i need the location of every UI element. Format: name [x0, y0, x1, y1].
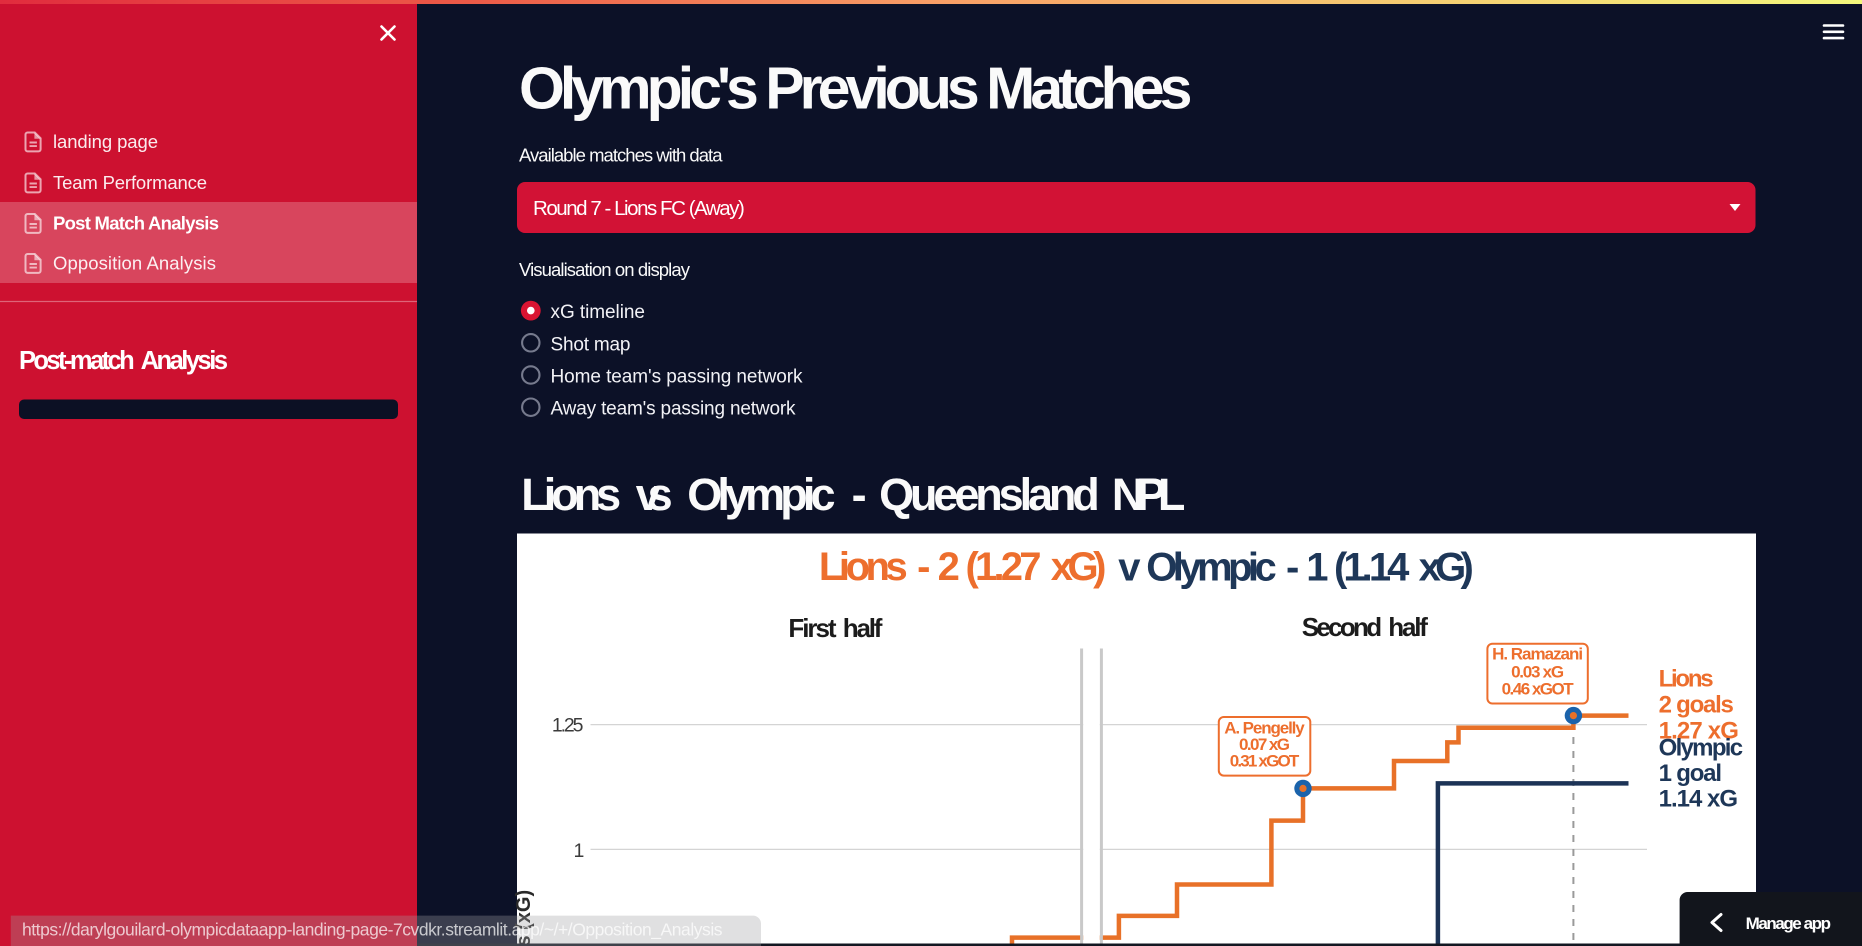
svg-text:Opposition Analysis: Opposition Analysis [53, 253, 216, 274]
svg-text:v: v [1118, 546, 1141, 590]
svg-text:-: - [852, 469, 867, 520]
svg-text:First: First [788, 613, 837, 643]
svg-text:1: 1 [1306, 546, 1328, 590]
svg-text:half: half [843, 613, 883, 643]
svg-text:1.27 xG: 1.27 xG [1659, 718, 1739, 745]
svg-text:0.07 xG: 0.07 xG [1239, 735, 1290, 754]
svg-text:Post-match: Post-match [19, 347, 135, 375]
svg-text:(1.14: (1.14 [1334, 546, 1410, 590]
svg-text:2: 2 [938, 545, 960, 589]
svg-text:https://darylgouilard-olympicd: https://darylgouilard-olympicdataapp-lan… [22, 920, 723, 941]
svg-text:1.25: 1.25 [552, 714, 584, 736]
svg-text:Olympic: Olympic [687, 469, 835, 520]
svg-text:Lions: Lions [521, 469, 621, 520]
svg-text:Analysis: Analysis [141, 347, 228, 375]
svg-text:xG): xG) [1051, 545, 1107, 589]
svg-text:Team Performance: Team Performance [53, 172, 207, 193]
svg-text:xG): xG) [1419, 546, 1474, 590]
svg-text:Second: Second [1302, 612, 1382, 642]
svg-text:xG timeline: xG timeline [551, 302, 646, 323]
svg-text:Post Match Analysis: Post Match Analysis [53, 213, 219, 234]
svg-text:Available matches with data: Available matches with data [519, 145, 723, 166]
svg-text:half: half [1388, 612, 1428, 642]
svg-text:landing page: landing page [53, 131, 158, 152]
svg-text:Lions: Lions [1659, 665, 1714, 692]
svg-text:1: 1 [574, 840, 585, 862]
svg-text:Olympic: Olympic [1659, 735, 1744, 762]
svg-text:Lions: Lions [819, 545, 908, 589]
svg-text:Shot map: Shot map [551, 334, 631, 355]
svg-text:-: - [917, 545, 930, 589]
svg-text:0.46 xGOT: 0.46 xGOT [1502, 680, 1575, 699]
svg-text:Queensland: Queensland [879, 469, 1100, 520]
svg-text:-: - [1286, 546, 1299, 590]
svg-text:2 goals: 2 goals [1659, 692, 1734, 719]
svg-text:Goals (xG): Goals (xG) [513, 890, 535, 946]
svg-text:Visualisation on display: Visualisation on display [519, 259, 691, 280]
svg-text:Away team's passing network: Away team's passing network [551, 399, 797, 420]
svg-text:1.14 xG: 1.14 xG [1659, 785, 1739, 812]
svg-text:1 goal: 1 goal [1659, 760, 1722, 787]
svg-text:Olympic's Previous Matches: Olympic's Previous Matches [519, 56, 1192, 122]
svg-text:Olympic: Olympic [1146, 546, 1277, 590]
svg-text:Manage app: Manage app [1746, 914, 1831, 933]
svg-text:H. Ramazani: H. Ramazani [1492, 645, 1583, 664]
svg-text:0.03 xG: 0.03 xG [1511, 663, 1564, 682]
svg-text:Round 7 - Lions FC (Away): Round 7 - Lions FC (Away) [533, 197, 745, 220]
svg-text:A. Pengelly: A. Pengelly [1224, 719, 1305, 738]
svg-text:(1.27: (1.27 [966, 545, 1042, 589]
svg-text:Home team's passing network: Home team's passing network [551, 367, 804, 388]
svg-text:NPL: NPL [1112, 469, 1186, 520]
svg-text:vs: vs [636, 469, 673, 520]
svg-text:0.31 xGOT: 0.31 xGOT [1230, 751, 1300, 770]
